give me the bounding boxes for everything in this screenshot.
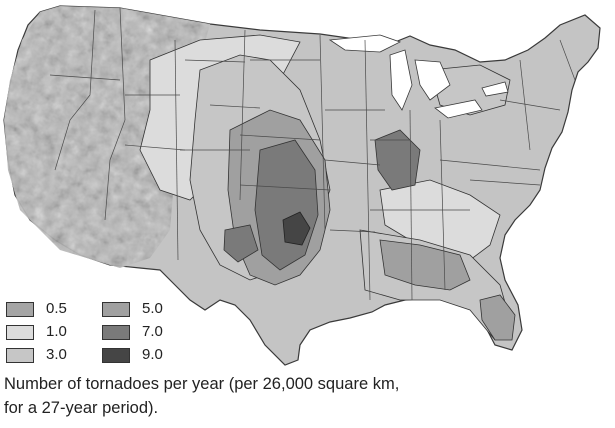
legend-item: 3.0 — [6, 346, 67, 364]
legend-swatch — [102, 301, 130, 317]
frequency-zones — [139, 34, 516, 341]
legend-item: 0.5 — [6, 300, 67, 318]
legend-label: 3.0 — [46, 346, 67, 363]
great-lakes — [328, 34, 509, 119]
zone-7-0-oklahoma-west — [223, 224, 259, 263]
zone-3-0-northeast — [429, 64, 511, 116]
legend-swatch — [6, 324, 34, 340]
map-caption: Number of tornadoes per year (per 26,000… — [4, 372, 524, 420]
legend-item: 7.0 — [102, 323, 163, 341]
legend-swatch — [102, 324, 130, 340]
legend-swatch — [6, 347, 34, 363]
legend-item: 1.0 — [6, 323, 67, 341]
legend-swatch — [102, 347, 130, 363]
legend-label: 0.5 — [46, 300, 67, 317]
zone-5-0-florida — [479, 294, 516, 341]
legend-item: 9.0 — [102, 346, 163, 364]
zone-7-0-illinois — [374, 129, 421, 191]
zone-5-0-dixie — [379, 239, 471, 291]
legend-swatch — [6, 301, 34, 317]
state-boundaries — [49, 7, 576, 301]
legend-label: 1.0 — [46, 323, 67, 340]
tornado-frequency-map — [3, 5, 601, 366]
legend: 0.5 1.0 3.0 5.0 7.0 9.0 — [6, 300, 186, 366]
legend-label: 9.0 — [142, 346, 163, 363]
legend-item: 5.0 — [102, 300, 163, 318]
zone-9-0-peak — [282, 211, 311, 246]
caption-line-1: Number of tornadoes per year (per 26,000… — [4, 375, 400, 393]
caption-line-2: for a 27-year period). — [4, 399, 159, 417]
legend-label: 5.0 — [142, 300, 163, 317]
legend-label: 7.0 — [142, 323, 163, 340]
